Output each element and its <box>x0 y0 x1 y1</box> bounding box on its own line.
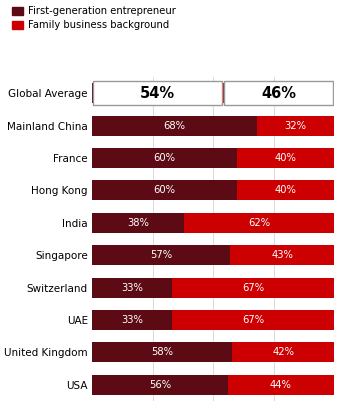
Text: 46%: 46% <box>261 85 296 101</box>
Text: 33%: 33% <box>121 315 143 325</box>
Text: 67%: 67% <box>242 315 264 325</box>
FancyBboxPatch shape <box>93 81 222 105</box>
Bar <box>172 310 334 330</box>
Text: 43%: 43% <box>271 250 293 260</box>
Bar <box>230 245 334 265</box>
Bar <box>228 375 334 395</box>
Text: 68%: 68% <box>163 121 186 130</box>
Text: 42%: 42% <box>272 347 294 357</box>
Bar <box>233 342 334 362</box>
Bar <box>92 342 233 362</box>
Bar <box>92 83 223 103</box>
Bar <box>184 213 334 233</box>
Bar <box>92 213 184 233</box>
Text: 38%: 38% <box>127 218 149 228</box>
Bar <box>92 115 257 136</box>
Text: 40%: 40% <box>275 185 297 195</box>
Bar <box>172 277 334 298</box>
Text: 40%: 40% <box>275 153 297 163</box>
Bar <box>92 148 237 168</box>
Bar <box>92 375 228 395</box>
Bar <box>92 310 172 330</box>
Bar <box>237 180 334 200</box>
Text: 67%: 67% <box>242 283 264 292</box>
Text: 44%: 44% <box>270 380 292 390</box>
Text: 60%: 60% <box>154 185 176 195</box>
Text: 62%: 62% <box>248 218 270 228</box>
Text: 56%: 56% <box>149 380 171 390</box>
Text: 33%: 33% <box>121 283 143 292</box>
Bar <box>223 83 334 103</box>
Bar <box>237 148 334 168</box>
Bar <box>92 245 230 265</box>
Bar <box>92 277 172 298</box>
Text: 32%: 32% <box>284 121 307 130</box>
Text: 58%: 58% <box>151 347 173 357</box>
Legend: First-generation entrepreneur, Family business background: First-generation entrepreneur, Family bu… <box>12 6 176 30</box>
FancyBboxPatch shape <box>224 81 333 105</box>
Bar <box>92 180 237 200</box>
Text: 54%: 54% <box>140 85 175 101</box>
Text: 60%: 60% <box>154 153 176 163</box>
Bar <box>257 115 334 136</box>
Text: 57%: 57% <box>150 250 172 260</box>
